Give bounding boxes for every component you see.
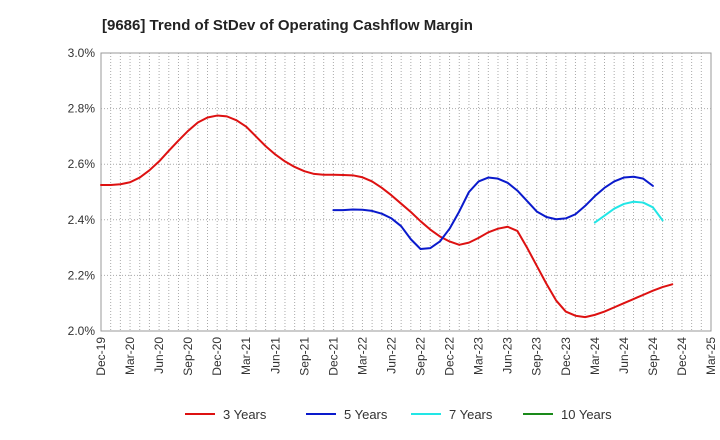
x-tick-label: Dec-22 [443,337,457,376]
series-line-5-years [332,175,654,250]
plot-area [100,52,712,332]
y-tick-label: 2.2% [68,268,96,282]
x-tick-label: Mar-25 [704,337,718,375]
x-tick-label: Sep-23 [530,337,544,376]
x-tick-label: Sep-22 [414,337,428,376]
x-tick-label: Dec-24 [675,337,689,376]
series-lines [100,114,674,319]
y-tick-label: 2.0% [68,324,96,338]
x-tick-label: Dec-19 [94,337,108,376]
x-tick-label: Sep-20 [181,337,195,376]
x-tick-label: Jun-21 [268,337,282,374]
x-tick-label: Mar-24 [588,337,602,375]
x-tick-label: Sep-21 [297,337,311,376]
x-tick-label: Sep-24 [646,337,660,376]
x-tick-label: Dec-23 [559,337,573,376]
y-axis-tick-labels: 3.0% 2.8% 2.6% 2.4% 2.2% 2.0% [68,46,96,338]
y-tick-label: 2.4% [68,213,96,227]
y-tick-label: 2.6% [68,157,96,171]
legend-label: 3 Years [223,407,267,422]
x-tick-label: Mar-23 [472,337,486,375]
series-line-3-years [100,114,674,319]
y-tick-label: 3.0% [68,46,96,60]
x-tick-label: Jun-23 [501,337,515,374]
x-tick-label: Dec-21 [326,337,340,376]
series-line-7-years [593,200,664,224]
x-tick-label: Jun-22 [384,337,398,374]
legend-label: 7 Years [449,407,493,422]
x-tick-label: Mar-22 [355,337,369,375]
x-tick-label: Dec-20 [210,337,224,376]
legend-label: 5 Years [344,407,388,422]
x-tick-label: Mar-20 [123,337,137,375]
chart-title: [9686] Trend of StDev of Operating Cashf… [102,17,473,34]
x-tick-label: Jun-20 [152,337,166,374]
x-tick-label: Jun-24 [617,337,631,374]
x-tick-label: Mar-21 [239,337,253,375]
vertical-gridlines [110,53,702,331]
y-tick-label: 2.8% [68,102,96,116]
x-axis-tick-labels: Dec-19 Mar-20 Jun-20 Sep-20 Dec-20 Mar-21 Jun-… [94,337,718,376]
legend-label: 10 Years [561,407,612,422]
legend: 3 Years 5 Years 7 Years 10 Years [185,407,612,422]
